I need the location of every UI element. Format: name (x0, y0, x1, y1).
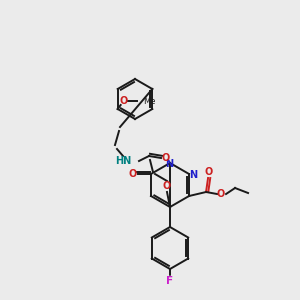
Text: O: O (162, 153, 170, 163)
Text: O: O (205, 167, 213, 177)
Text: N: N (189, 170, 197, 180)
Text: Me: Me (143, 97, 155, 106)
Text: O: O (217, 189, 225, 199)
Text: O: O (163, 181, 171, 191)
Text: N: N (165, 159, 173, 169)
Text: HN: HN (115, 156, 131, 166)
Text: O: O (129, 169, 137, 179)
Text: O: O (120, 96, 128, 106)
Text: F: F (167, 276, 174, 286)
